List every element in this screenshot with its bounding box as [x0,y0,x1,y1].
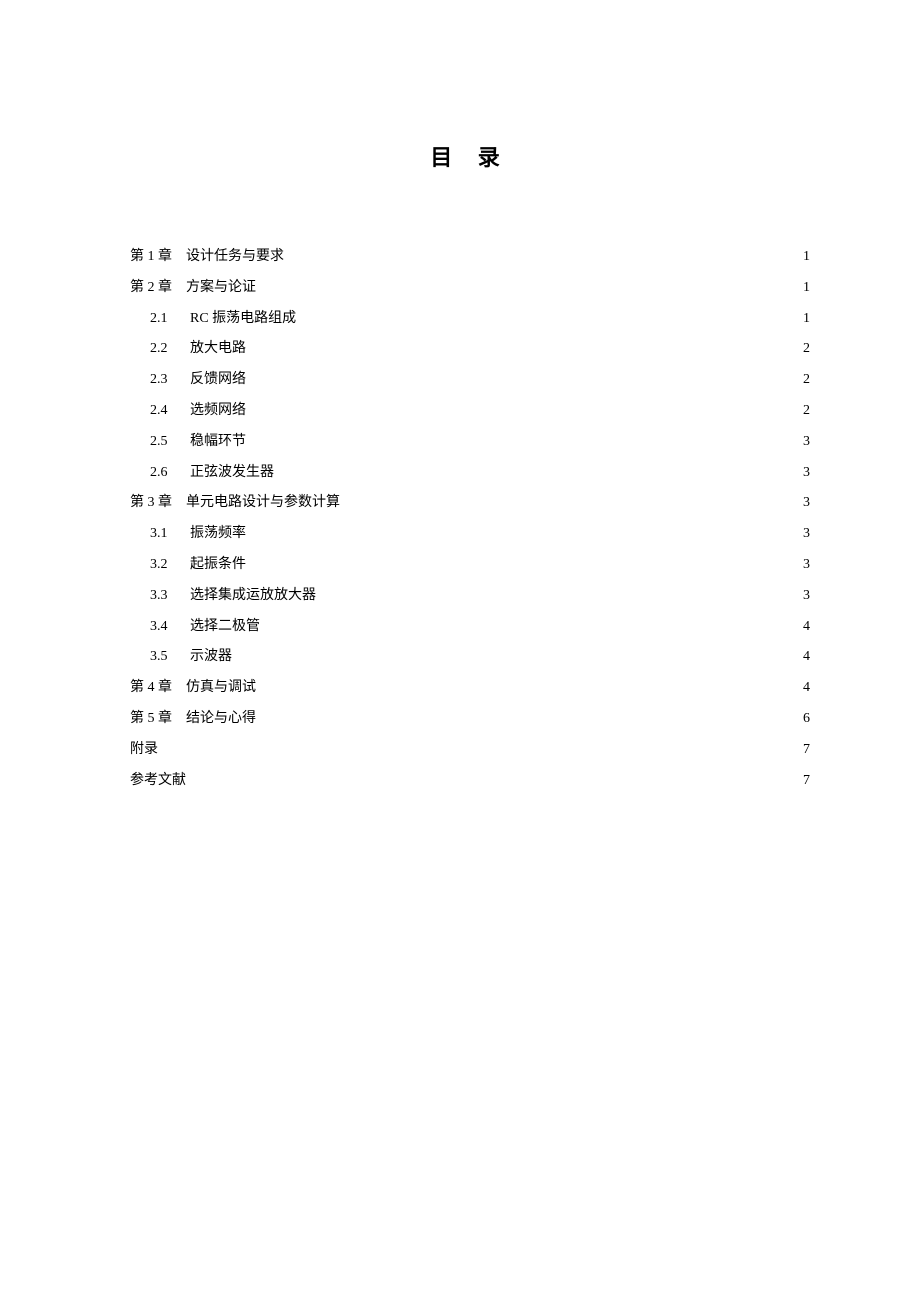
toc-entry: 3.2 起振条件 3 [130,550,810,581]
leader-dots [344,492,796,506]
leader-dots [260,708,796,722]
entry-title: 结论与心得 [186,704,256,735]
leader-dots [320,585,796,599]
entry-title: RC 振荡电路组成 [190,304,296,335]
entry-title: 设计任务与要求 [186,242,284,273]
section-number: 2.2 [150,334,176,365]
page-number: 2 [800,334,810,365]
leader-dots [190,770,796,784]
leader-dots [250,431,796,445]
page-number: 3 [800,458,810,489]
page-number: 4 [800,612,810,643]
page-number: 7 [800,766,810,797]
leader-dots [288,246,796,260]
page-number: 6 [800,704,810,735]
section-number: 3.4 [150,612,176,643]
entry-title: 方案与论证 [186,273,256,304]
page-number: 3 [800,427,810,458]
entry-title: 振荡频率 [190,519,246,550]
entry-title: 正弦波发生器 [190,458,274,489]
section-number: 2.4 [150,396,176,427]
table-of-contents: 第 1 章设计任务与要求1第 2 章方案与论证12.1RC 振荡电路组成12.2… [130,242,810,796]
entry-title: 起振条件 [190,550,246,581]
page-number: 3 [800,550,810,581]
toc-entry: 3.1 振荡频率 3 [130,519,810,550]
entry-title: 示波器 [190,642,232,673]
toc-entry: 附录 7 [130,735,810,766]
leader-dots [250,400,796,414]
toc-entry: 2.3 反馈网络 2 [130,365,810,396]
toc-entry: 3.3 选择集成运放放大器 3 [130,581,810,612]
toc-entry: 第 4 章仿真与调试 4 [130,673,810,704]
page-number: 2 [800,396,810,427]
toc-entry: 2.4 选频网络 2 [130,396,810,427]
entry-title: 单元电路设计与参数计算 [186,488,340,519]
chapter-label: 第 5 章 [130,704,172,735]
leader-dots [260,277,796,291]
entry-title: 反馈网络 [190,365,246,396]
section-number: 2.3 [150,365,176,396]
toc-entry: 3.4 选择二极管 4 [130,612,810,643]
page-number: 1 [800,304,810,335]
toc-entry: 第 3 章单元电路设计与参数计算 3 [130,488,810,519]
toc-entry: 3.5 示波器 4 [130,642,810,673]
page-number: 3 [800,488,810,519]
entry-title: 稳幅环节 [190,427,246,458]
leader-dots [300,308,796,322]
section-number: 3.1 [150,519,176,550]
page-number: 4 [800,673,810,704]
leader-dots [278,462,796,476]
leader-dots [250,369,796,383]
page-title: 目 录 [130,140,810,172]
leader-dots [162,739,796,753]
section-number: 2.1 [150,304,176,335]
section-number: 3.2 [150,550,176,581]
toc-entry: 2.2 放大电路 2 [130,334,810,365]
entry-title: 选择二极管 [190,612,260,643]
chapter-label: 第 4 章 [130,673,172,704]
section-number: 3.3 [150,581,176,612]
entry-title: 仿真与调试 [186,673,256,704]
entry-title: 参考文献 [130,766,186,797]
section-number: 2.6 [150,458,176,489]
chapter-label: 第 2 章 [130,273,172,304]
page-number: 1 [800,273,810,304]
leader-dots [236,646,796,660]
chapter-label: 第 3 章 [130,488,172,519]
entry-title: 选择集成运放放大器 [190,581,316,612]
page-number: 3 [800,519,810,550]
leader-dots [250,554,796,568]
entry-title: 放大电路 [190,334,246,365]
page-number: 1 [800,242,810,273]
page-number: 7 [800,735,810,766]
leader-dots [250,338,796,352]
section-number: 3.5 [150,642,176,673]
leader-dots [264,616,796,630]
section-number: 2.5 [150,427,176,458]
toc-entry: 2.1 RC 振荡电路组成 1 [130,304,810,335]
leader-dots [260,677,796,691]
toc-entry: 2.6 正弦波发生器 3 [130,458,810,489]
entry-title: 附录 [130,735,158,766]
page-number: 2 [800,365,810,396]
page-number: 3 [800,581,810,612]
toc-entry: 参考文献 7 [130,766,810,797]
toc-entry: 第 5 章结论与心得 6 [130,704,810,735]
toc-entry: 第 1 章设计任务与要求 1 [130,242,810,273]
entry-title: 选频网络 [190,396,246,427]
toc-entry: 第 2 章方案与论证 1 [130,273,810,304]
chapter-label: 第 1 章 [130,242,172,273]
page-number: 4 [800,642,810,673]
leader-dots [250,523,796,537]
toc-entry: 2.5 稳幅环节 3 [130,427,810,458]
